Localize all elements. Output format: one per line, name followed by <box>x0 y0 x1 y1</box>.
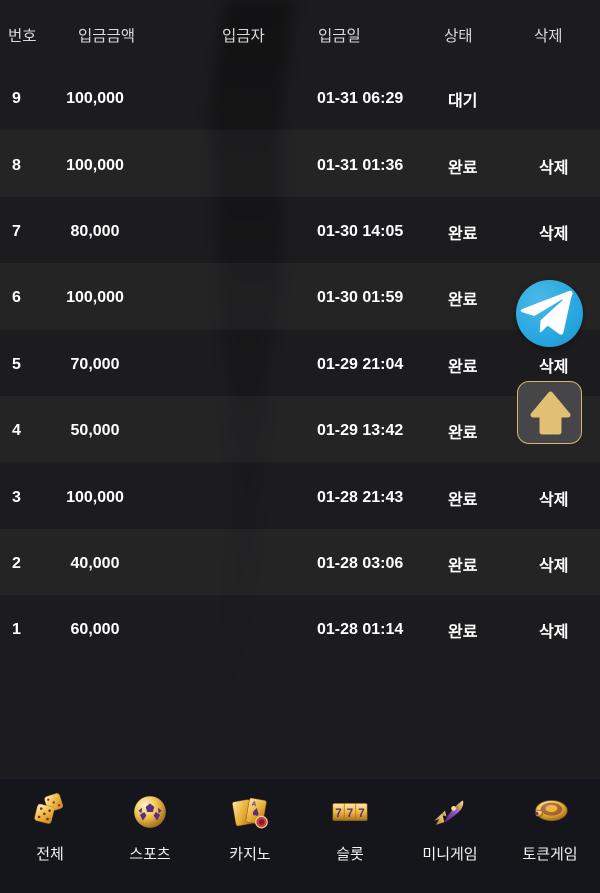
svg-text:7: 7 <box>335 808 341 820</box>
svg-text:7: 7 <box>358 808 364 820</box>
svg-text:7: 7 <box>347 808 353 820</box>
